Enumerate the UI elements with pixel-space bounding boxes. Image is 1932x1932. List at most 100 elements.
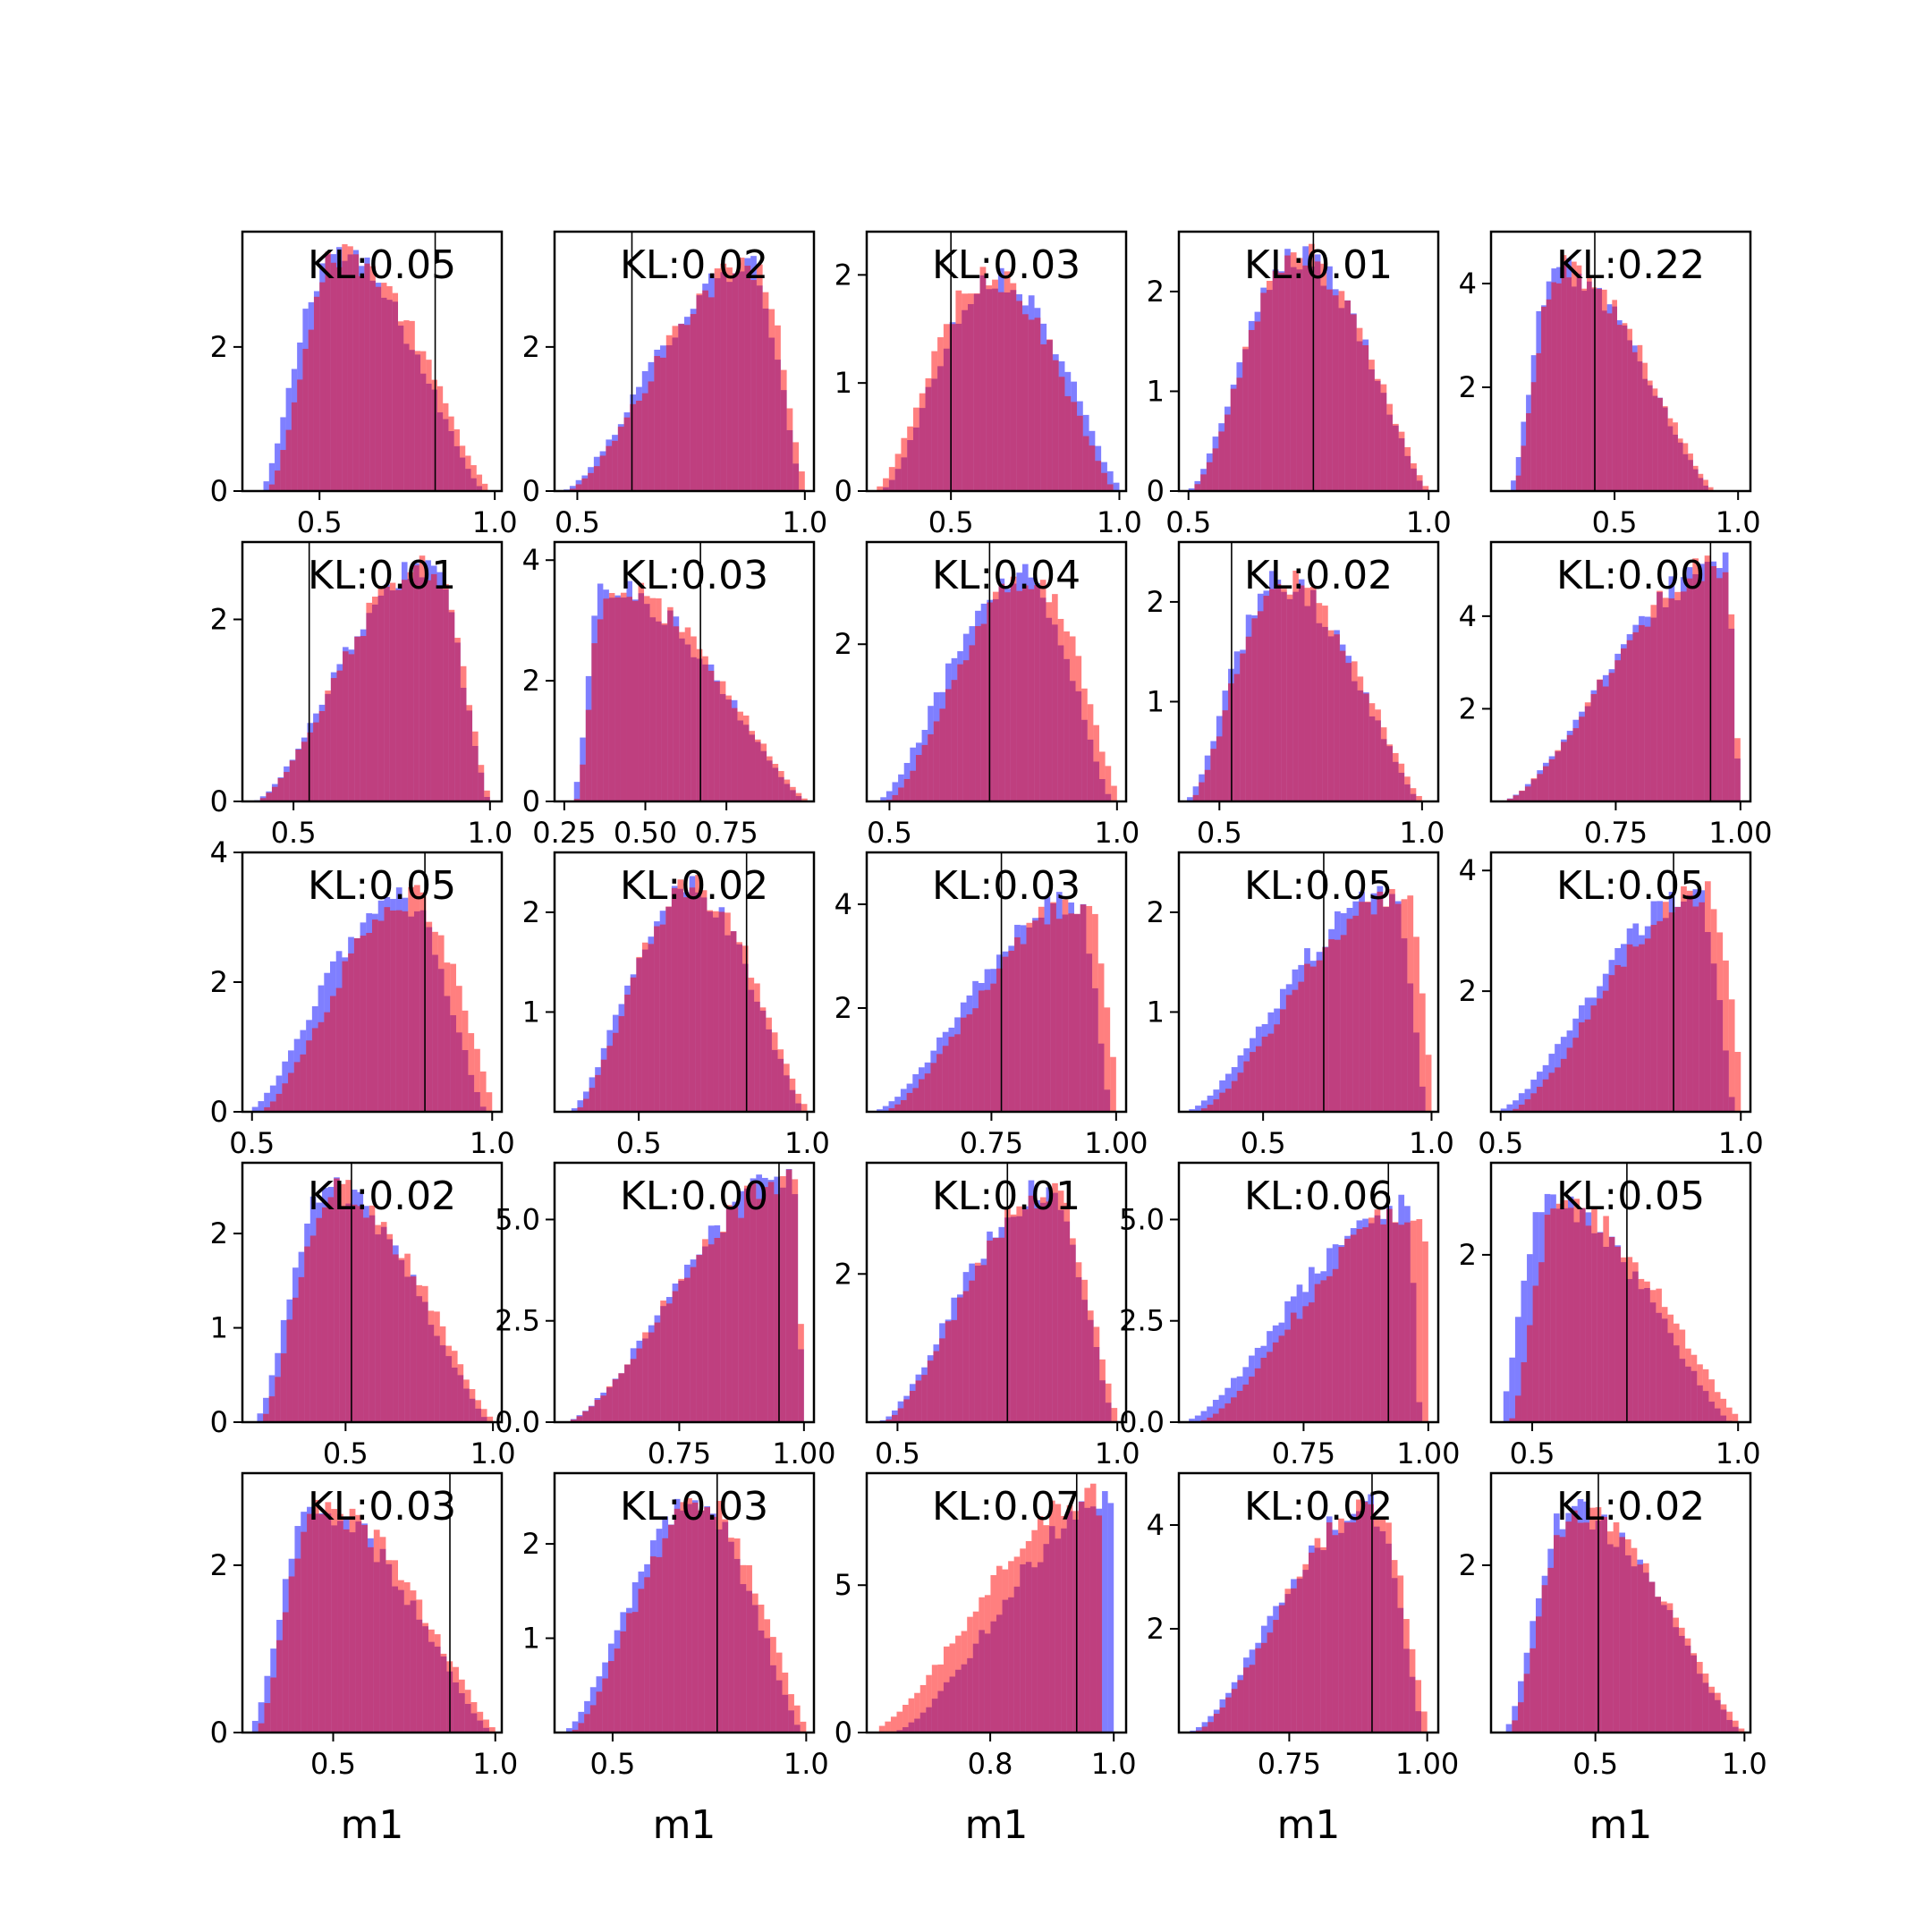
real-bar (696, 1255, 703, 1422)
generated-bar (275, 1075, 283, 1112)
axes-frame (865, 230, 1128, 493)
real-bar (1332, 1268, 1339, 1422)
real-bar (1087, 704, 1094, 801)
real-bar (638, 1589, 645, 1733)
real-bar (416, 1599, 423, 1733)
real-bar (636, 400, 642, 491)
real-bar (732, 1207, 739, 1422)
generated-bar (572, 1721, 579, 1733)
generated-bar (1189, 1419, 1195, 1422)
real-bar (1392, 423, 1399, 491)
axes-frame (1489, 540, 1752, 803)
real-bar (1296, 258, 1303, 491)
real-bar (1037, 1516, 1044, 1733)
real-bar (377, 586, 385, 801)
kl-annotation: KL:0.02 (1244, 1484, 1393, 1530)
x-tick-label: 0.8 (968, 1747, 1013, 1781)
real-bar (1536, 1616, 1542, 1733)
real-bar (1093, 1326, 1100, 1422)
real-bar (436, 386, 444, 491)
real-bar (678, 1278, 684, 1422)
real-bar (410, 1276, 417, 1422)
generated-bar (1188, 488, 1195, 491)
real-bar (312, 1499, 319, 1733)
real-bar (301, 741, 308, 801)
real-bar (444, 962, 451, 1112)
real-bar (466, 705, 473, 801)
real-bar (942, 1046, 949, 1112)
real-bar (1357, 676, 1364, 801)
real-bar (1644, 1281, 1650, 1422)
generated-bar (1207, 1095, 1214, 1112)
real-bar (264, 1703, 271, 1733)
x-tick-label: 0.50 (614, 816, 677, 850)
real-bar (457, 1364, 464, 1422)
real-bar (1068, 913, 1074, 1112)
generated-bar (1107, 1503, 1114, 1733)
generated-bar (877, 1109, 883, 1112)
real-bar (992, 591, 999, 801)
real-bar (1302, 1563, 1309, 1733)
real-bar (795, 1093, 801, 1112)
real-bar (585, 709, 592, 801)
real-bar (1275, 583, 1282, 801)
real-bar (1332, 1535, 1339, 1733)
real-bar (1370, 914, 1377, 1112)
real-bar (342, 244, 348, 491)
real-bar (1098, 751, 1106, 801)
real-bar (608, 592, 615, 801)
real-bar (437, 935, 445, 1112)
real-bar (354, 636, 360, 801)
real-bar (1576, 265, 1582, 491)
real-bar (677, 879, 684, 1112)
real-bar (948, 1037, 955, 1112)
real-bar (775, 325, 781, 491)
generated-bar (1106, 470, 1114, 491)
real-bar (760, 743, 767, 801)
kl-annotation: KL:0.05 (1556, 1174, 1705, 1219)
real-bar (649, 597, 657, 801)
real-bar (599, 455, 606, 491)
real-bar (1622, 323, 1628, 491)
real-bar (301, 1531, 308, 1733)
real-bar (583, 1098, 589, 1112)
bars (877, 892, 1116, 1112)
real-bar (1404, 1222, 1411, 1422)
real-bar (774, 1194, 781, 1422)
real-bar (877, 486, 884, 491)
real-bar (1026, 922, 1033, 1112)
real-bar (1416, 795, 1422, 801)
real-bar (392, 292, 398, 491)
real-bar (766, 1017, 772, 1112)
axes-frame (1177, 1471, 1440, 1734)
x-tick-label: 1.0 (470, 1436, 516, 1470)
real-bar (1386, 403, 1393, 491)
real-bar (1425, 1055, 1432, 1112)
real-bar (750, 1182, 757, 1422)
real-bar (1708, 1686, 1715, 1733)
real-bar (1327, 630, 1335, 801)
real-bar (696, 648, 703, 801)
real-bar (462, 1010, 469, 1112)
real-bar (900, 1099, 907, 1112)
real-bar (1250, 1052, 1256, 1112)
real-bar (1072, 1511, 1079, 1733)
real-bar (389, 582, 396, 801)
real-bar (1364, 902, 1371, 1112)
real-bar (1561, 255, 1567, 491)
subplot-5-4: 0.75 1.00 2 4 KL:0.02 m1 (1147, 1471, 1459, 1848)
real-bar (403, 1582, 411, 1733)
real-bar (589, 1088, 596, 1112)
generated-bar (251, 1720, 258, 1733)
real-bar (1509, 1418, 1515, 1422)
real-bar (1541, 1585, 1548, 1733)
real-bar (973, 292, 980, 491)
real-bar (1285, 995, 1292, 1112)
real-bar (689, 887, 696, 1112)
real-bar (975, 626, 981, 801)
y-tick-label: 2 (1459, 1238, 1477, 1272)
real-bar (708, 670, 715, 801)
generated-bar (1514, 1317, 1521, 1422)
y-tick-label: 4 (210, 835, 228, 869)
x-tick-label: 1.0 (1722, 1747, 1767, 1781)
